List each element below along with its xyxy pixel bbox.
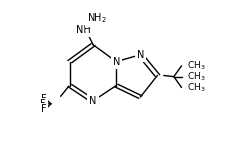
Text: F: F (40, 99, 45, 109)
Text: F: F (41, 94, 46, 104)
Text: N: N (137, 50, 144, 60)
Text: CH$_3$: CH$_3$ (187, 60, 206, 72)
Text: CH$_3$: CH$_3$ (187, 70, 206, 83)
Text: N: N (113, 57, 120, 67)
Text: NH: NH (76, 25, 90, 35)
Text: N: N (89, 96, 97, 106)
Text: NH$_2$: NH$_2$ (87, 12, 107, 25)
Text: F: F (41, 104, 46, 114)
Text: CH$_3$: CH$_3$ (187, 81, 206, 94)
